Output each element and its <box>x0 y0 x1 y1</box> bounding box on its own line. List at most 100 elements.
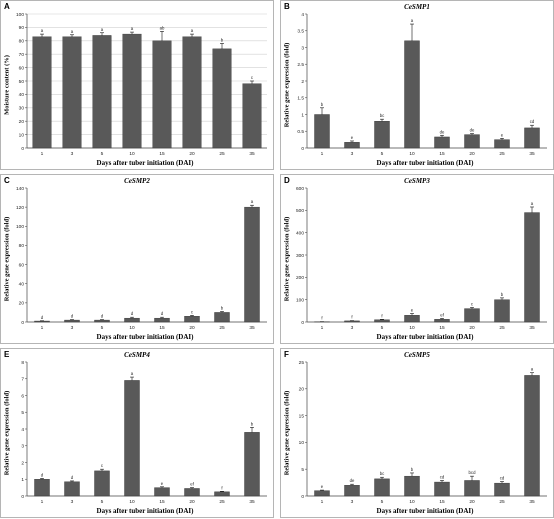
significance-label: b <box>321 102 324 107</box>
bar <box>215 312 230 322</box>
significance-label: a <box>411 18 414 23</box>
significance-label: e <box>411 308 414 313</box>
bar <box>33 37 52 148</box>
x-tick-label: 1 <box>41 325 44 331</box>
bar <box>405 315 420 322</box>
significance-label: cd <box>500 476 505 481</box>
y-tick-label: 80 <box>19 243 25 249</box>
significance-label: b <box>501 292 504 297</box>
significance-label: cd <box>530 119 535 124</box>
significance-label: b <box>221 305 224 310</box>
x-tick-label: 20 <box>469 151 475 157</box>
x-tick-label: 10 <box>409 325 415 331</box>
bar <box>245 432 260 496</box>
x-tick-label: 3 <box>351 151 354 157</box>
y-tick-label: 15 <box>299 413 305 419</box>
significance-label: c <box>251 75 254 80</box>
significance-label: e <box>351 135 354 140</box>
significance-label: bc <box>380 471 385 476</box>
bar <box>155 318 170 322</box>
bar <box>435 137 450 148</box>
y-tick-label: 6 <box>21 393 24 399</box>
y-tick-label: 20 <box>299 387 305 393</box>
y-tick-label: 50 <box>19 79 25 85</box>
y-tick-label: 200 <box>296 275 304 281</box>
significance-label: f <box>381 313 383 318</box>
significance-label: b <box>411 467 414 472</box>
bar <box>153 41 172 148</box>
y-tick-label: 0 <box>301 494 304 500</box>
significance-label: c <box>191 309 194 314</box>
significance-label: e <box>321 484 324 489</box>
significance-label: d <box>161 311 164 316</box>
y-tick-label: 40 <box>19 282 25 288</box>
y-tick-label: 0 <box>301 146 304 152</box>
x-tick-label: 20 <box>189 151 195 157</box>
y-tick-label: 60 <box>19 65 25 71</box>
panel-label: A <box>4 2 10 11</box>
y-tick-label: 25 <box>299 360 305 366</box>
significance-label: a <box>71 29 74 34</box>
y-tick-label: 10 <box>19 132 25 138</box>
chart-title: CeSMP5 <box>281 351 553 359</box>
bar <box>495 483 510 496</box>
x-tick-label: 25 <box>219 325 225 331</box>
x-tick-label: 3 <box>71 151 74 157</box>
x-tick-label: 3 <box>71 499 74 505</box>
significance-label: d <box>131 311 134 316</box>
y-tick-label: 120 <box>16 205 24 211</box>
chart-title: CeSMP2 <box>1 177 273 185</box>
x-tick-label: 1 <box>41 499 44 505</box>
x-tick-label: 25 <box>499 499 505 505</box>
x-tick-label: 20 <box>469 499 475 505</box>
y-tick-label: 2 <box>21 460 24 466</box>
bar <box>123 34 142 148</box>
significance-label: b <box>221 37 224 42</box>
x-tick-label: 1 <box>321 151 324 157</box>
y-axis-label: Moisture content (%) <box>2 25 12 145</box>
x-tick-label: 20 <box>189 499 195 505</box>
x-tick-label: 15 <box>439 325 445 331</box>
x-tick-label: 5 <box>381 325 384 331</box>
bar <box>375 479 390 496</box>
y-tick-label: 2 <box>301 79 304 85</box>
bar <box>95 471 110 496</box>
significance-label: a <box>131 26 134 31</box>
significance-label: cd <box>440 474 445 479</box>
significance-label: a <box>131 371 134 376</box>
x-tick-label: 1 <box>321 499 324 505</box>
y-tick-label: 0 <box>21 146 24 152</box>
x-axis-label: Days after tuber initiation (DAI) <box>301 507 549 515</box>
x-tick-label: 20 <box>469 325 475 331</box>
significance-label: d <box>41 315 44 320</box>
x-tick-label: 15 <box>159 151 165 157</box>
bar <box>405 476 420 496</box>
y-tick-label: 20 <box>19 301 25 307</box>
significance-label: d <box>41 472 44 477</box>
x-tick-label: 10 <box>409 499 415 505</box>
chart-title: CeSMP4 <box>1 351 273 359</box>
bar <box>345 142 360 148</box>
significance-label: bcd <box>469 470 477 475</box>
bar <box>95 320 110 322</box>
chart-plot: 0100200300400500600f1f3f5e10ef15c20b25a3… <box>281 175 554 345</box>
x-tick-label: 25 <box>499 325 505 331</box>
bar <box>65 482 80 496</box>
x-tick-label: 3 <box>351 325 354 331</box>
y-tick-label: 3.5 <box>297 29 304 35</box>
significance-label: e <box>161 481 164 486</box>
bar <box>405 41 420 148</box>
bar <box>213 49 232 148</box>
x-tick-label: 15 <box>159 499 165 505</box>
significance-label: ef <box>190 482 194 487</box>
bar <box>63 37 82 148</box>
bar <box>155 488 170 496</box>
significance-label: de <box>350 478 355 483</box>
significance-label: a <box>531 367 534 372</box>
x-tick-label: 35 <box>529 325 535 331</box>
x-axis-label: Days after tuber initiation (DAI) <box>301 159 549 167</box>
y-tick-label: 40 <box>19 92 25 98</box>
